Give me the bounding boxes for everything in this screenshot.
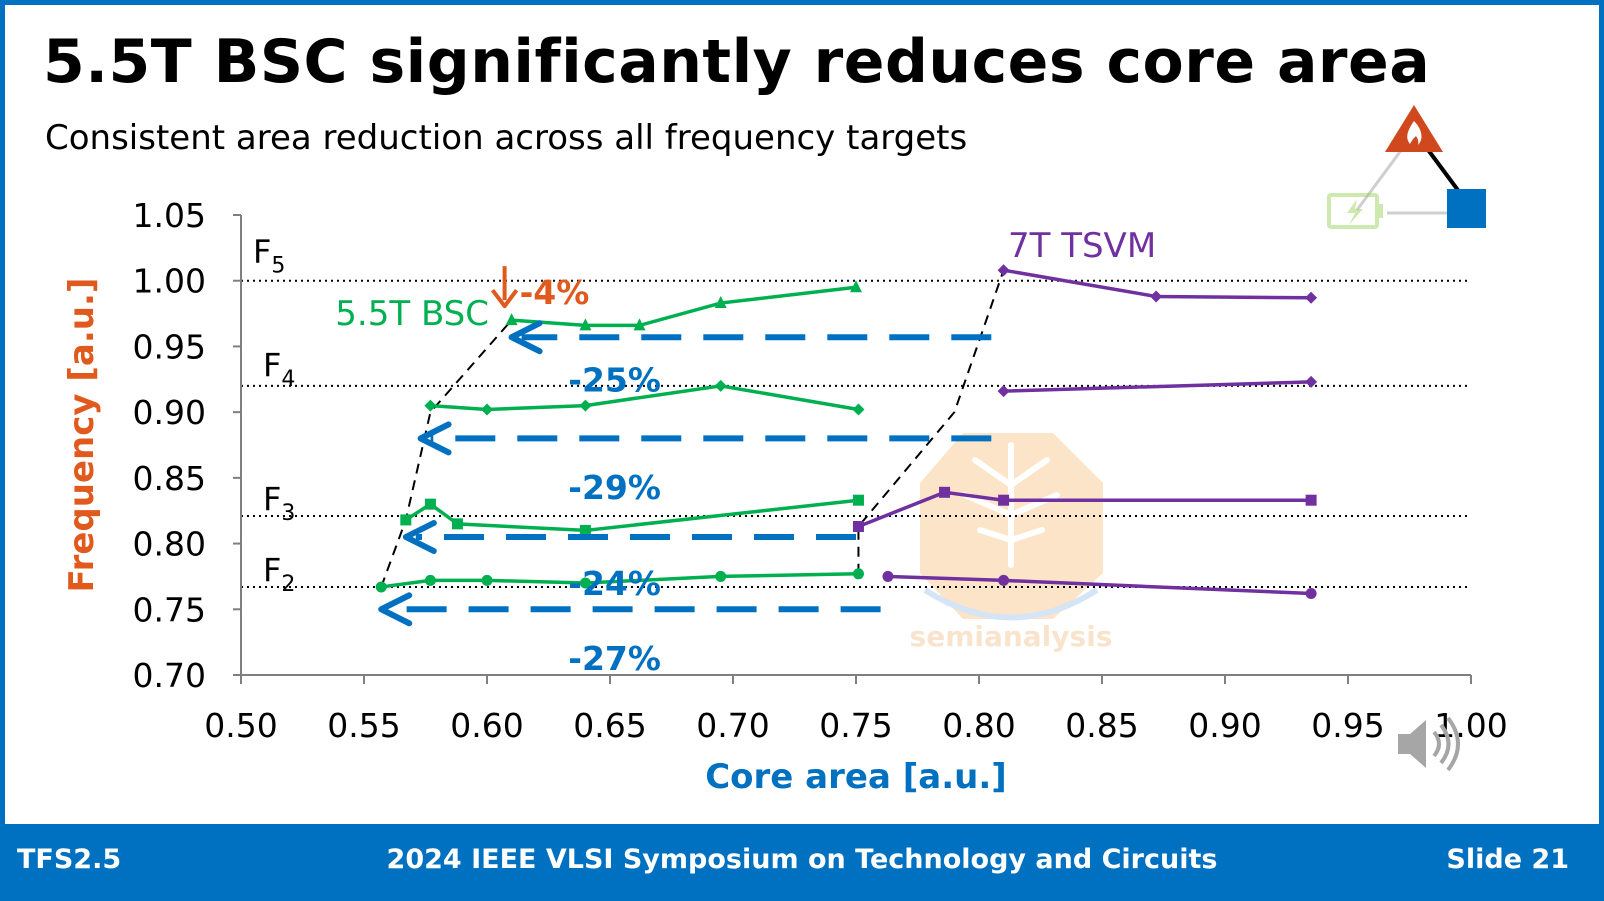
speaker-icon[interactable] bbox=[1398, 716, 1460, 772]
x-tick-label: 0.55 bbox=[327, 706, 400, 745]
x-tick-label: 0.60 bbox=[450, 706, 523, 745]
reduction-arrow-head bbox=[402, 520, 437, 554]
frequency-target-label: F5 bbox=[253, 233, 285, 279]
series-line-bsc bbox=[380, 572, 859, 589]
reduction-label: -25% bbox=[568, 360, 661, 399]
reduction-label: -24% bbox=[568, 564, 661, 603]
series-line-tsvm bbox=[1003, 380, 1312, 393]
footer-session-id: TFS2.5 bbox=[17, 844, 122, 875]
reduction-label: -27% bbox=[568, 639, 661, 678]
data-point-diamond bbox=[424, 399, 437, 412]
data-point-square bbox=[579, 524, 591, 536]
x-tick-label: 1.00 bbox=[1434, 706, 1507, 745]
frequency-target-subscript: 5 bbox=[271, 254, 285, 279]
data-point-diamond bbox=[481, 403, 493, 416]
blue-square-icon bbox=[1447, 189, 1486, 228]
data-point-circle bbox=[481, 574, 493, 586]
plot-area: F2 F3 F4 F5 0.70 0.75 0.80 0.85 0.90 0.95 1.00 1.05… bbox=[62, 196, 1508, 797]
footer-conference: 2024 IEEE VLSI Symposium on Technology a… bbox=[386, 844, 1218, 875]
slide-title: 5.5T BSC significantly reduces core area bbox=[43, 27, 1431, 97]
reduction-label: -29% bbox=[568, 468, 661, 507]
frequency-target-label: F4 bbox=[263, 346, 295, 392]
series-line-tsvm bbox=[857, 490, 1312, 529]
data-point-triangle bbox=[633, 318, 646, 331]
frequency-area-chart: semianalysis F2 F3 F4 F5 0.70 0.75 0.80 0.85 0.9… bbox=[62, 105, 1508, 797]
data-point-circle bbox=[882, 570, 894, 582]
data-point-diamond bbox=[997, 264, 1010, 277]
y-tick-label: 1.00 bbox=[133, 262, 206, 301]
footer-slide-number: Slide 21 bbox=[1446, 844, 1569, 875]
watermark-text: semianalysis bbox=[910, 620, 1113, 653]
slide-subtitle: Consistent area reduction across all fre… bbox=[45, 118, 968, 158]
data-point-diamond bbox=[1305, 375, 1318, 388]
data-point-triangle bbox=[505, 313, 518, 326]
x-tick-label: 0.80 bbox=[942, 706, 1015, 745]
data-point-square bbox=[939, 486, 951, 498]
data-point-triangle bbox=[850, 280, 862, 293]
data-point-square bbox=[424, 498, 436, 510]
y-tick-label: 0.85 bbox=[133, 459, 206, 498]
x-tick-label: 0.65 bbox=[573, 706, 646, 745]
frequency-target-subscript: 2 bbox=[281, 572, 295, 597]
icon-group bbox=[1327, 105, 1486, 229]
frequency-target-subscript: 4 bbox=[281, 367, 295, 392]
reduction-arrow-head bbox=[508, 320, 543, 355]
data-point-square bbox=[852, 494, 864, 506]
data-point-circle bbox=[579, 577, 591, 589]
y-tick-label: 0.90 bbox=[133, 393, 206, 432]
data-point-circle bbox=[715, 570, 727, 582]
y-axis-title: Frequency [a.u.] bbox=[62, 278, 102, 593]
x-tick-label: 0.90 bbox=[1188, 706, 1261, 745]
reduction-arrow-head bbox=[378, 592, 413, 627]
x-tick-label: 0.50 bbox=[204, 706, 277, 745]
watermark-logo: semianalysis bbox=[910, 433, 1113, 653]
data-point-diamond bbox=[1305, 291, 1318, 304]
data-point-square bbox=[400, 514, 412, 526]
data-point-diamond bbox=[579, 399, 592, 412]
y-tick-label: 0.70 bbox=[133, 656, 206, 695]
frequency-target-subscript: 3 bbox=[281, 501, 295, 526]
battery-icon bbox=[1327, 193, 1383, 229]
y-tick-label: 0.80 bbox=[133, 525, 206, 564]
highlight-arrow-head bbox=[491, 288, 519, 309]
x-tick-label: 0.85 bbox=[1065, 706, 1138, 745]
data-point-square bbox=[451, 518, 463, 530]
y-tick-label: 0.75 bbox=[133, 590, 206, 629]
data-point-circle bbox=[424, 574, 436, 586]
data-point-square bbox=[852, 520, 864, 532]
data-point-circle bbox=[852, 568, 864, 580]
fire-triangle-icon bbox=[1385, 105, 1443, 152]
data-point-diamond bbox=[1150, 290, 1163, 303]
data-point-circle bbox=[1305, 588, 1317, 600]
y-tick-label: 1.05 bbox=[133, 196, 206, 235]
data-point-triangle bbox=[714, 296, 727, 309]
series-label-tsvm: 7T TSVM bbox=[1008, 226, 1156, 266]
frequency-target-label: F3 bbox=[263, 480, 295, 526]
x-tick-label: 0.75 bbox=[819, 706, 892, 745]
data-point-circle bbox=[375, 581, 387, 593]
data-point-diamond bbox=[997, 385, 1010, 398]
data-point-triangle bbox=[579, 318, 592, 331]
frequency-target-label: F2 bbox=[263, 551, 295, 597]
reduction-arrow-head bbox=[417, 421, 452, 456]
x-tick-label: 0.70 bbox=[696, 706, 769, 745]
data-point-diamond bbox=[714, 379, 727, 392]
data-point-circle bbox=[998, 574, 1010, 586]
data-point-square bbox=[998, 494, 1010, 506]
data-point-diamond bbox=[852, 403, 865, 416]
y-tick-label: 0.95 bbox=[133, 327, 206, 366]
frontier-tsvm bbox=[857, 269, 1005, 574]
frontier-bsc bbox=[380, 319, 513, 588]
footer-bar: TFS2.5 2024 IEEE VLSI Symposium on Techn… bbox=[5, 824, 1599, 896]
x-axis-title: Core area [a.u.] bbox=[705, 757, 1007, 797]
series-label-bsc: 5.5T BSC bbox=[335, 294, 489, 334]
x-tick-label: 0.95 bbox=[1311, 706, 1384, 745]
data-point-square bbox=[1305, 494, 1317, 506]
highlight-label: -4% bbox=[520, 273, 590, 312]
